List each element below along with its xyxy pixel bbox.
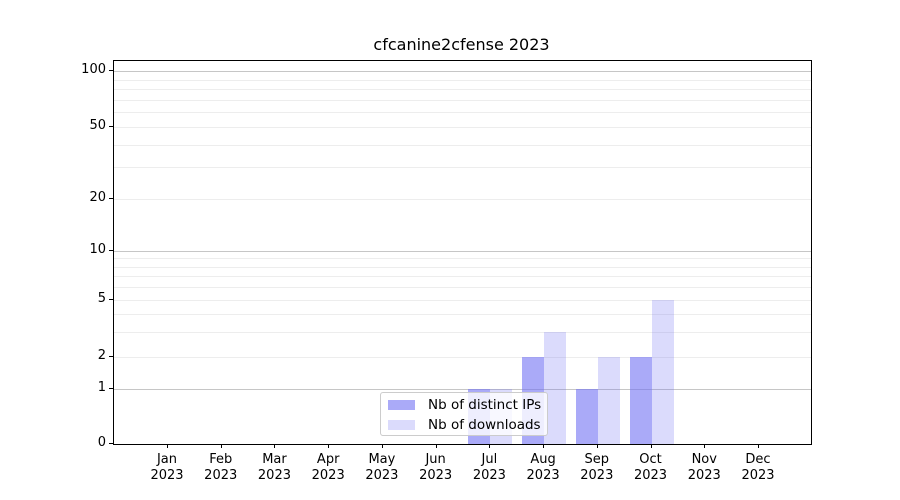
x-tick-mark xyxy=(543,444,545,448)
y-gridline-minor xyxy=(114,167,811,169)
x-tick-mark xyxy=(757,444,759,448)
x-tick-year: 2023 xyxy=(150,468,184,483)
y-gridline-minor xyxy=(114,199,811,200)
y-gridline-minor xyxy=(114,313,811,315)
x-tick-year: 2023 xyxy=(741,468,775,483)
y-tick-mark xyxy=(109,299,113,300)
x-tick-month: Jan xyxy=(156,452,178,467)
x-tick-label: Apr 2023 xyxy=(296,452,360,484)
y-gridline-minor xyxy=(114,266,811,268)
plot-area: Nb of distinct IPs Nb of downloads xyxy=(113,60,812,445)
x-tick-label: Jul 2023 xyxy=(457,452,521,484)
y-tick-label: 100 xyxy=(81,62,106,77)
x-tick-label: May 2023 xyxy=(350,452,414,484)
y-gridline-minor xyxy=(114,112,811,114)
bar-sep-nb-of-distinct-ips xyxy=(575,389,598,444)
x-tick-label: Oct 2023 xyxy=(619,452,683,484)
x-tick-year: 2023 xyxy=(472,468,506,483)
y-gridline-minor xyxy=(114,331,811,333)
y-tick-mark xyxy=(109,70,113,71)
y-gridline-minor xyxy=(114,357,811,358)
y-gridline-minor xyxy=(114,99,811,101)
x-tick-mark xyxy=(167,444,168,448)
x-tick-month: Nov xyxy=(691,452,717,467)
x-tick-mark xyxy=(704,444,706,448)
x-tick-mark xyxy=(328,444,330,448)
y-tick-label: 0 xyxy=(97,435,106,450)
x-tick-month: Jun xyxy=(425,452,446,467)
y-tick-label: 5 xyxy=(97,291,106,306)
x-tick-label: Dec 2023 xyxy=(726,452,790,484)
x-tick-year: 2023 xyxy=(365,468,399,483)
chart-title: cfcanine2cfense 2023 xyxy=(373,35,550,54)
x-tick-year: 2023 xyxy=(257,468,291,483)
x-tick-year: 2023 xyxy=(419,468,453,483)
x-tick-month: Dec xyxy=(745,452,771,467)
x-tick-mark xyxy=(381,444,383,448)
y-gridline-minor xyxy=(114,127,811,128)
y-gridline-minor xyxy=(114,89,811,91)
bar-oct-nb-of-distinct-ips xyxy=(629,357,652,444)
x-tick-label: Aug 2023 xyxy=(511,452,575,484)
y-gridline-major xyxy=(114,389,811,390)
y-gridline-major xyxy=(114,71,811,72)
legend-swatch-downloads xyxy=(388,420,415,430)
x-tick-mark xyxy=(220,444,222,448)
x-tick-label: Nov 2023 xyxy=(672,452,736,484)
y-tick-mark xyxy=(109,126,113,127)
bar-sep-nb-of-downloads xyxy=(597,357,620,444)
x-tick-mark xyxy=(489,444,491,448)
y-gridline-minor xyxy=(114,287,811,289)
x-tick-mark xyxy=(650,444,652,448)
bar-aug-nb-of-downloads xyxy=(544,331,567,444)
x-tick-month: Mar xyxy=(262,452,287,467)
x-tick-month: Jul xyxy=(481,452,498,467)
x-tick-label: Feb 2023 xyxy=(189,452,253,484)
x-tick-mark xyxy=(435,444,437,448)
x-tick-year: 2023 xyxy=(311,468,345,483)
y-gridline-minor xyxy=(114,79,811,81)
y-gridline-minor xyxy=(114,144,811,146)
x-tick-year: 2023 xyxy=(633,468,668,483)
x-tick-year: 2023 xyxy=(687,468,721,483)
y-tick-mark xyxy=(109,250,113,251)
x-tick-year: 2023 xyxy=(204,468,238,483)
bar-oct-nb-of-downloads xyxy=(651,300,674,444)
y-gridline-minor xyxy=(114,300,811,301)
legend-label-downloads: Nb of downloads xyxy=(428,417,541,433)
legend-label-distinct-ips: Nb of distinct IPs xyxy=(428,397,542,413)
y-tick-mark xyxy=(109,443,113,444)
y-gridline-minor xyxy=(114,258,811,260)
x-tick-year: 2023 xyxy=(580,468,614,483)
legend: Nb of distinct IPs Nb of downloads xyxy=(380,392,548,436)
x-tick-mark xyxy=(274,444,276,448)
legend-entry-downloads: Nb of downloads xyxy=(381,415,547,435)
y-tick-label: 1 xyxy=(97,380,106,395)
y-tick-mark xyxy=(109,388,113,389)
legend-entry-distinct-ips: Nb of distinct IPs xyxy=(381,395,547,415)
y-tick-label: 10 xyxy=(89,242,106,257)
x-tick-month: Aug xyxy=(530,452,556,467)
x-tick-month: Sep xyxy=(584,452,610,467)
x-tick-year: 2023 xyxy=(526,468,560,483)
y-tick-label: 50 xyxy=(89,118,106,133)
x-tick-label: Sep 2023 xyxy=(565,452,629,484)
y-gridline-minor xyxy=(114,276,811,278)
x-tick-label: Jan 2023 xyxy=(135,452,199,484)
y-tick-mark xyxy=(109,356,113,357)
y-gridline-major xyxy=(114,251,811,252)
x-tick-month: Feb xyxy=(209,452,233,467)
x-tick-month: Oct xyxy=(639,452,662,467)
x-tick-label: Jun 2023 xyxy=(404,452,468,484)
x-tick-label: Mar 2023 xyxy=(242,452,306,484)
y-tick-label: 2 xyxy=(97,348,106,363)
y-tick-mark xyxy=(109,198,113,199)
y-tick-label: 20 xyxy=(89,190,106,205)
x-tick-month: May xyxy=(368,452,396,467)
legend-swatch-distinct-ips xyxy=(388,400,415,410)
x-tick-month: Apr xyxy=(316,452,340,467)
x-tick-mark xyxy=(596,444,598,448)
